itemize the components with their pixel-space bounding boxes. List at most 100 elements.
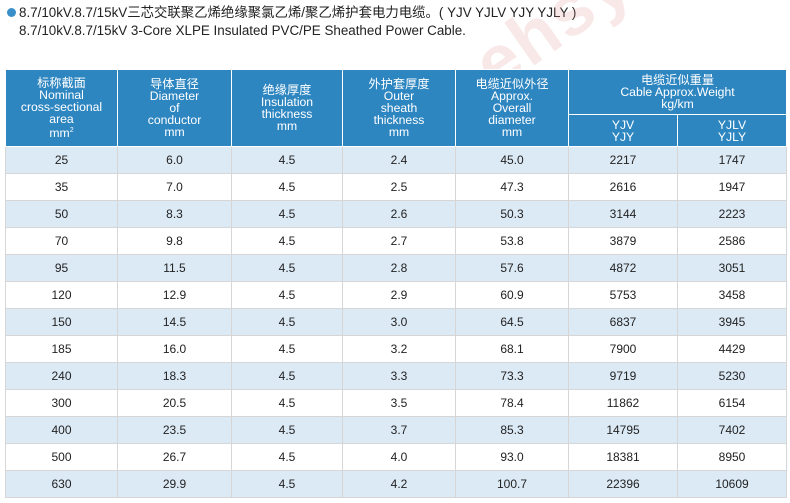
header-area: 标称截面 Nominal cross-sectional area mm2 [5, 69, 118, 147]
table-cell: 4.5 [231, 281, 343, 309]
table-row: 25 6.0 4.5 2.4 45.0 2217 1747 [5, 146, 787, 174]
table-cell: 23.5 [117, 416, 232, 444]
table-cell: 3945 [677, 308, 787, 336]
table-cell: 53.8 [455, 227, 569, 255]
table-cell: 22396 [568, 470, 678, 498]
table-cell: 4.5 [231, 200, 343, 228]
header-weight-yjv: YJV YJY [568, 114, 678, 147]
title-block: 8.7/10kV.8.7/15kV三芯交联聚乙烯绝缘聚氯乙烯/聚乙烯护套电力电缆… [7, 4, 787, 40]
table-cell: 9.8 [117, 227, 232, 255]
table-cell: 100.7 [455, 470, 569, 498]
table-cell: 7900 [568, 335, 678, 363]
table-cell: 4429 [677, 335, 787, 363]
header-overall-diameter: 电缆近似外径 Approx. Overall diameter mm [455, 69, 569, 147]
table-cell: 7.0 [117, 173, 232, 201]
table-cell: 3879 [568, 227, 678, 255]
table-cell: 4.2 [342, 470, 456, 498]
table-cell: 240 [5, 362, 118, 390]
table-cell: 12.9 [117, 281, 232, 309]
table-row: 300 20.5 4.5 3.5 78.4 11862 6154 [5, 389, 787, 417]
table-cell: 93.0 [455, 443, 569, 471]
table-cell: 4.5 [231, 146, 343, 174]
table-cell: 26.7 [117, 443, 232, 471]
table-cell: 95 [5, 254, 118, 282]
table-cell: 1947 [677, 173, 787, 201]
table-cell: 400 [5, 416, 118, 444]
table-cell: 50 [5, 200, 118, 228]
table-cell: 3.7 [342, 416, 456, 444]
table-cell: 3.0 [342, 308, 456, 336]
table-cell: 73.3 [455, 362, 569, 390]
table-cell: 630 [5, 470, 118, 498]
table-cell: 2.9 [342, 281, 456, 309]
table-cell: 4.5 [231, 335, 343, 363]
table-cell: 11.5 [117, 254, 232, 282]
table-cell: 35 [5, 173, 118, 201]
table-cell: 2.6 [342, 200, 456, 228]
table-cell: 4.5 [231, 173, 343, 201]
table-cell: 3144 [568, 200, 678, 228]
title-zh-line: 8.7/10kV.8.7/15kV三芯交联聚乙烯绝缘聚氯乙烯/聚乙烯护套电力电缆… [7, 4, 787, 22]
table-cell: 1747 [677, 146, 787, 174]
table-cell: 47.3 [455, 173, 569, 201]
table-body: 25 6.0 4.5 2.4 45.0 2217 1747 35 7.0 4.5 2.5 47.3 26… [5, 146, 787, 498]
table-cell: 14795 [568, 416, 678, 444]
table-cell: 4.5 [231, 470, 343, 498]
table-cell: 4.0 [342, 443, 456, 471]
table-cell: 3.3 [342, 362, 456, 390]
table-row: 240 18.3 4.5 3.3 73.3 9719 5230 [5, 362, 787, 390]
table-cell: 500 [5, 443, 118, 471]
table-cell: 7402 [677, 416, 787, 444]
table-cell: 2616 [568, 173, 678, 201]
header-insulation: 绝缘厚度 Insulation thickness mm [231, 69, 343, 147]
table-cell: 3.5 [342, 389, 456, 417]
table-cell: 2223 [677, 200, 787, 228]
table-cell: 78.4 [455, 389, 569, 417]
table-row: 95 11.5 4.5 2.8 57.6 4872 3051 [5, 254, 787, 282]
table-row: 35 7.0 4.5 2.5 47.3 2616 1947 [5, 173, 787, 201]
table-cell: 70 [5, 227, 118, 255]
table-cell: 64.5 [455, 308, 569, 336]
header-diameter: 导体直径 Diameter of conductor mm [117, 69, 232, 147]
table-cell: 3051 [677, 254, 787, 282]
table-cell: 14.5 [117, 308, 232, 336]
cable-spec-table: 标称截面 Nominal cross-sectional area mm2 导体… [5, 69, 787, 498]
table-cell: 10609 [677, 470, 787, 498]
table-cell: 4.5 [231, 416, 343, 444]
table-row: 120 12.9 4.5 2.9 60.9 5753 3458 [5, 281, 787, 309]
table-cell: 4.5 [231, 308, 343, 336]
table-row: 70 9.8 4.5 2.7 53.8 3879 2586 [5, 227, 787, 255]
bullet-dot-icon [7, 8, 16, 17]
table-cell: 3.2 [342, 335, 456, 363]
table-cell: 9719 [568, 362, 678, 390]
table-cell: 4.5 [231, 389, 343, 417]
table-cell: 150 [5, 308, 118, 336]
table-cell: 8950 [677, 443, 787, 471]
table-cell: 2217 [568, 146, 678, 174]
table-row: 150 14.5 4.5 3.0 64.5 6837 3945 [5, 308, 787, 336]
table-cell: 2.4 [342, 146, 456, 174]
table-cell: 45.0 [455, 146, 569, 174]
table-cell: 50.3 [455, 200, 569, 228]
title-en: 8.7/10kV.8.7/15kV 3-Core XLPE Insulated … [19, 23, 466, 38]
table-row: 185 16.0 4.5 3.2 68.1 7900 4429 [5, 335, 787, 363]
table-cell: 18381 [568, 443, 678, 471]
table-cell: 85.3 [455, 416, 569, 444]
table-cell: 68.1 [455, 335, 569, 363]
table-cell: 20.5 [117, 389, 232, 417]
table-cell: 8.3 [117, 200, 232, 228]
table-cell: 4.5 [231, 254, 343, 282]
table-row: 400 23.5 4.5 3.7 85.3 14795 7402 [5, 416, 787, 444]
table-row: 50 8.3 4.5 2.6 50.3 3144 2223 [5, 200, 787, 228]
table-cell: 6837 [568, 308, 678, 336]
table-cell: 4.5 [231, 227, 343, 255]
table-cell: 18.3 [117, 362, 232, 390]
table-row: 500 26.7 4.5 4.0 93.0 18381 8950 [5, 443, 787, 471]
table-cell: 5753 [568, 281, 678, 309]
table-cell: 4872 [568, 254, 678, 282]
header-weight-yjlv: YJLV YJLY [677, 114, 787, 147]
table-cell: 29.9 [117, 470, 232, 498]
table-cell: 2586 [677, 227, 787, 255]
table-cell: 2.8 [342, 254, 456, 282]
table-cell: 60.9 [455, 281, 569, 309]
